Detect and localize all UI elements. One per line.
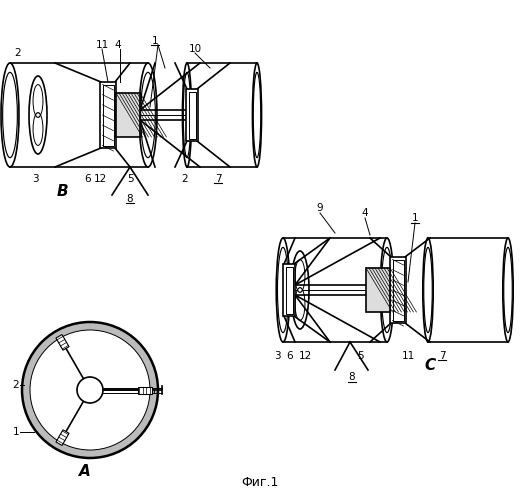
Text: 4: 4: [115, 40, 121, 50]
Text: 12: 12: [94, 174, 107, 184]
Text: 1: 1: [12, 427, 19, 437]
Bar: [366, 268, 390, 312]
Text: 2: 2: [181, 174, 188, 184]
Bar: [186, 89, 198, 141]
Text: 10: 10: [188, 44, 202, 54]
Text: 12: 12: [298, 351, 311, 361]
Text: 3: 3: [32, 174, 38, 184]
Text: 2: 2: [15, 48, 21, 58]
Text: 11: 11: [401, 351, 414, 361]
Text: 7: 7: [215, 174, 222, 184]
Ellipse shape: [29, 76, 47, 154]
Text: Фиг.1: Фиг.1: [241, 476, 279, 490]
Bar: [116, 93, 140, 137]
Text: 8: 8: [349, 372, 355, 382]
Circle shape: [30, 330, 150, 450]
Text: 6: 6: [287, 351, 293, 361]
Polygon shape: [138, 386, 152, 394]
Text: 1: 1: [412, 213, 418, 223]
Text: 3: 3: [274, 351, 280, 361]
Text: 7: 7: [439, 351, 445, 361]
Polygon shape: [56, 430, 69, 446]
Bar: [393, 260, 404, 320]
Text: 5: 5: [357, 351, 363, 361]
Polygon shape: [56, 334, 69, 350]
Circle shape: [298, 288, 302, 292]
Circle shape: [36, 113, 40, 117]
Text: 9: 9: [317, 203, 323, 213]
Ellipse shape: [291, 251, 309, 329]
Text: 5: 5: [127, 174, 133, 184]
Text: 1: 1: [152, 36, 158, 46]
Text: 8: 8: [127, 194, 133, 204]
Text: 4: 4: [362, 208, 368, 218]
Bar: [390, 257, 406, 323]
Bar: [100, 82, 116, 148]
Circle shape: [22, 322, 158, 458]
Bar: [285, 266, 292, 314]
Text: C: C: [424, 358, 436, 374]
Text: A: A: [79, 464, 91, 479]
Circle shape: [77, 377, 103, 403]
Bar: [283, 264, 295, 316]
Bar: [102, 84, 113, 146]
Text: 6: 6: [85, 174, 92, 184]
Text: B: B: [56, 184, 68, 198]
Text: 2: 2: [12, 380, 19, 390]
Bar: [189, 92, 196, 138]
Text: 11: 11: [95, 40, 109, 50]
